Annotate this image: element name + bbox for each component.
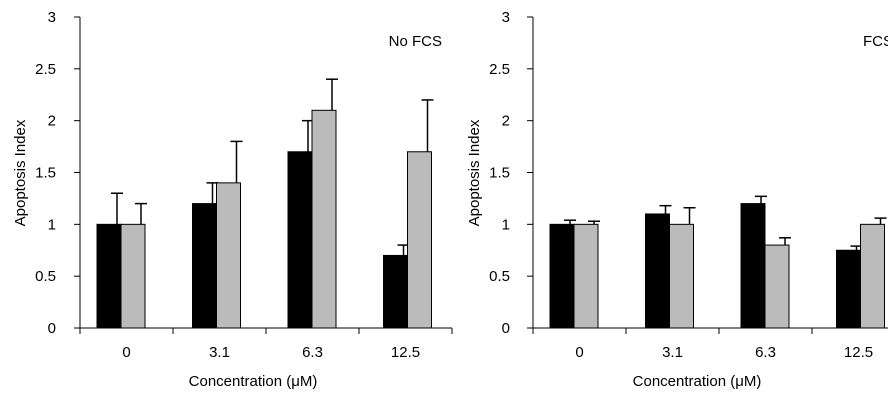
- chart-panel-no-fcs: No FCS Concentration (μM) Apoptosis Inde…: [12, 9, 453, 390]
- y-tick-label: 3: [502, 9, 510, 26]
- bar: [740, 203, 766, 329]
- bar: [860, 223, 885, 329]
- bar: [669, 223, 694, 329]
- y-tick-label: 2.5: [35, 61, 56, 78]
- y-tick-label: 2: [502, 113, 510, 130]
- y-tick-label: 2.5: [489, 61, 510, 78]
- y-tick-label: 0.5: [35, 268, 56, 285]
- y-tick-label: 1: [48, 216, 56, 233]
- bar: [96, 223, 122, 329]
- chart-annotation: FCS: [863, 33, 888, 50]
- y-tick-label: 1: [502, 216, 510, 233]
- bar: [573, 223, 599, 329]
- x-tick-label: 6.3: [755, 344, 776, 361]
- y-tick-label: 0: [48, 320, 56, 337]
- y-tick-label: 1.5: [489, 165, 510, 182]
- bar: [764, 244, 790, 329]
- chart-annotation: No FCS: [389, 33, 442, 50]
- y-tick-label: 0: [502, 320, 510, 337]
- x-tick-label: 3.1: [662, 344, 683, 361]
- x-tick-label: 6.3: [302, 344, 323, 361]
- y-tick-label: 1.5: [35, 165, 56, 182]
- y-tick-label: 0.5: [489, 268, 510, 285]
- bar: [120, 223, 146, 329]
- x-tick-label: 3.1: [209, 344, 230, 361]
- x-tick-label: 12.5: [844, 344, 873, 361]
- bar: [407, 151, 432, 329]
- x-tick-label: 0: [122, 344, 130, 361]
- bar: [216, 182, 241, 329]
- bar: [383, 254, 408, 329]
- x-tick-label: 12.5: [391, 344, 420, 361]
- y-tick-label: 2: [48, 113, 56, 130]
- y-axis-title: Apoptosis Index: [466, 119, 483, 226]
- chart-panel-fcs: FCS Concentration (μM) Apoptosis Index 0…: [466, 9, 888, 390]
- bar: [645, 213, 670, 329]
- bar: [192, 203, 217, 329]
- x-axis-title: Concentration (μM): [633, 373, 762, 390]
- y-axis-title: Apoptosis Index: [12, 119, 29, 226]
- bar: [311, 109, 337, 329]
- bar: [287, 151, 313, 329]
- y-tick-label: 3: [48, 9, 56, 26]
- x-tick-label: 0: [575, 344, 583, 361]
- x-axis-title: Concentration (μM): [189, 373, 318, 390]
- bar: [549, 223, 575, 329]
- bar: [836, 249, 861, 329]
